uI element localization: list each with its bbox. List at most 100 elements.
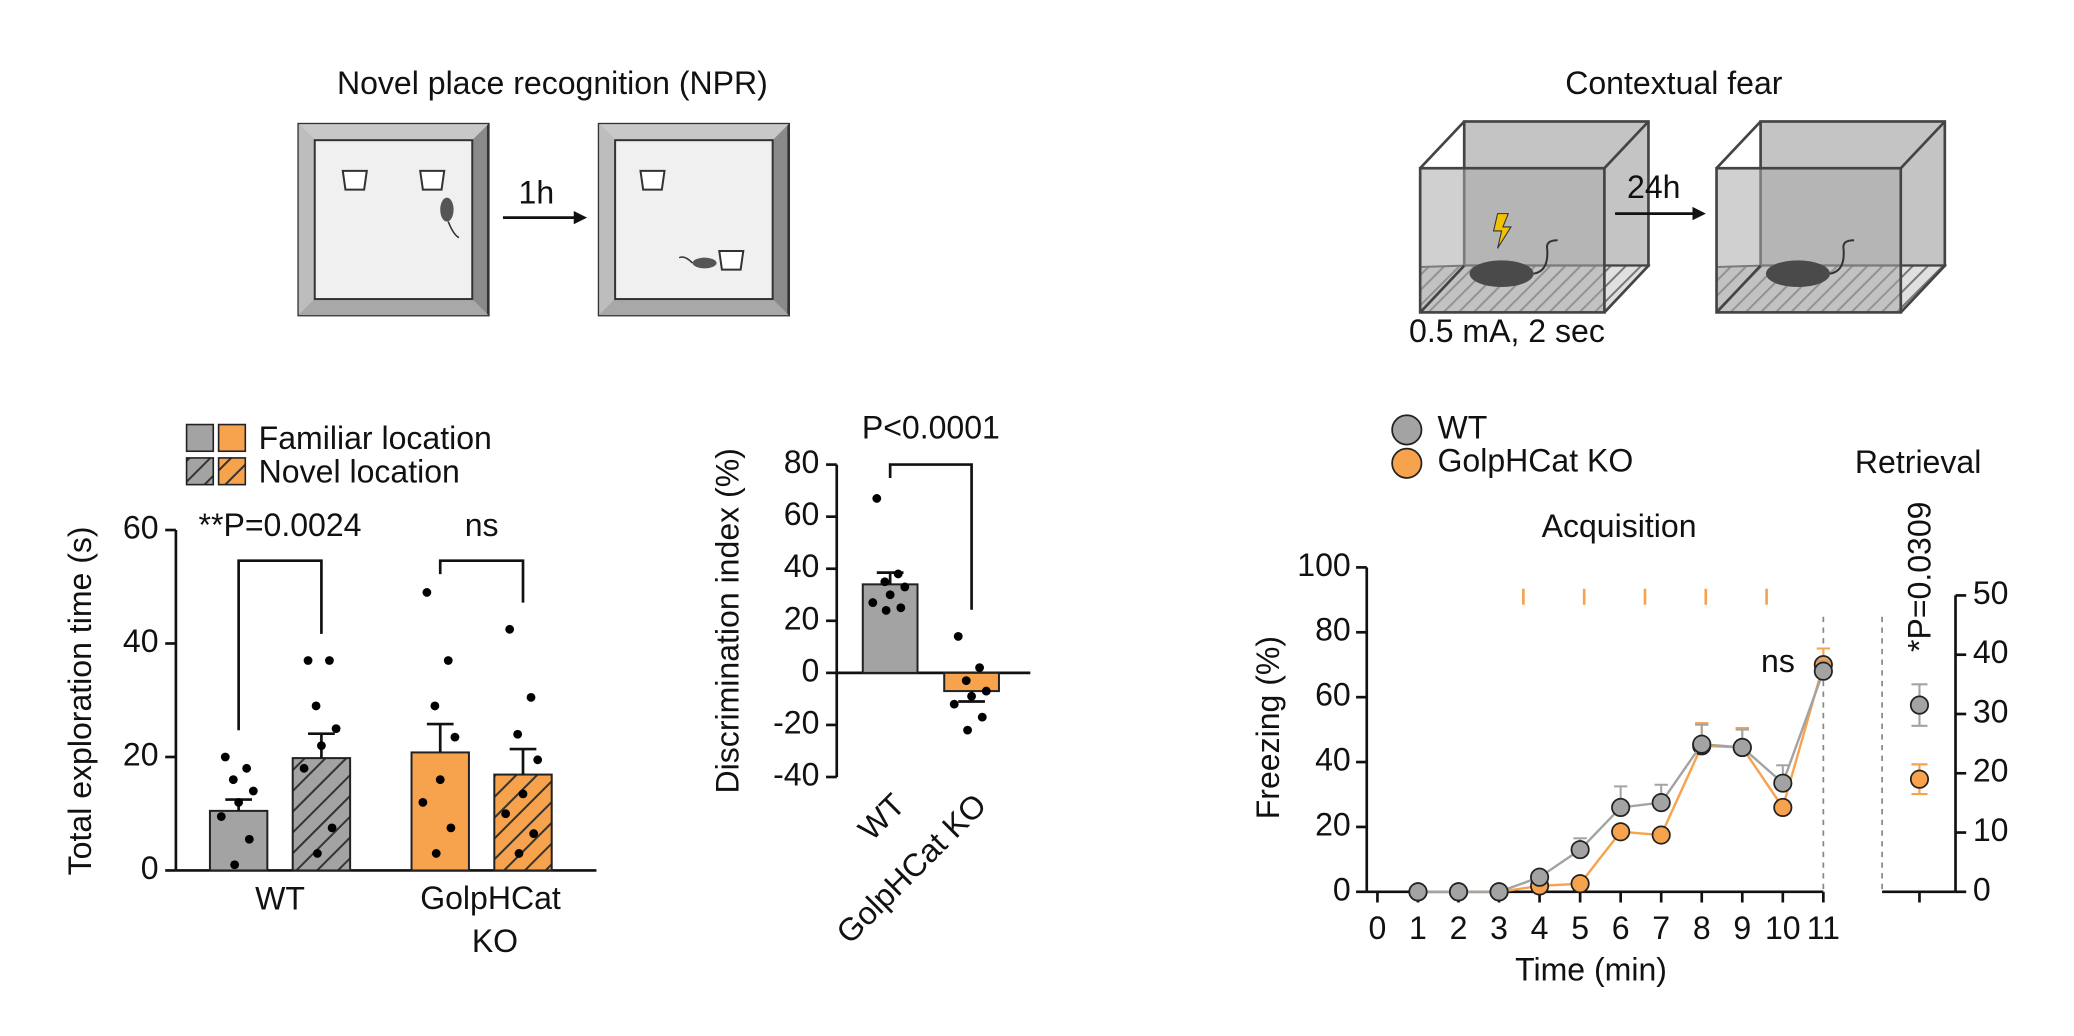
significance-label: ns (465, 507, 499, 543)
data-point (1611, 797, 1631, 818)
y-tick-label: 100 (1297, 547, 1350, 583)
data-point (331, 724, 341, 734)
arena-1 (297, 122, 490, 317)
y-axis-label: Freezing (%) (1250, 636, 1286, 819)
data-point (327, 823, 337, 833)
data-point (518, 789, 528, 799)
x-tick-label: 2 (1450, 910, 1468, 946)
data-point (1489, 882, 1509, 902)
data-point (896, 603, 906, 613)
data-point (1570, 874, 1590, 894)
x-tick-label: 0 (1369, 910, 1387, 946)
npr-interval: 1h (519, 174, 555, 210)
legend-marker (1391, 447, 1423, 479)
significance-bracket (888, 463, 973, 610)
x-tick-label: WT (851, 787, 912, 848)
y-tick-label: 20 (784, 600, 820, 636)
data-point (529, 829, 539, 838)
y-tick-label: 20 (1315, 806, 1351, 842)
x-tick-label: 7 (1652, 910, 1670, 946)
y-tick-label: 0 (802, 652, 820, 688)
x-tick-label: GolpHCat KO (829, 787, 993, 951)
data-point (1732, 737, 1752, 757)
data-point (1408, 882, 1428, 902)
y-axis-label: Total exploration time (s) (62, 526, 98, 875)
fear-diagram: Contextual fear 24h 0.5 mA, 2 (1409, 65, 1948, 349)
y-tick-label: 80 (1315, 612, 1351, 648)
x-tick-label: 6 (1612, 910, 1630, 946)
y-tick-label: 60 (784, 496, 820, 532)
data-point (1611, 822, 1631, 842)
data-point (1773, 797, 1793, 818)
data-point (967, 691, 976, 701)
data-point (242, 763, 252, 773)
y2-tick-label: 20 (1973, 753, 2009, 789)
data-point (533, 755, 543, 765)
series-line (1417, 670, 1825, 894)
data-point (446, 823, 456, 833)
data-point (977, 712, 987, 722)
data-point (501, 809, 511, 819)
data-point (949, 699, 959, 709)
data-point (317, 741, 326, 751)
y-tick-label: 0 (141, 850, 159, 886)
y-tick-label: -40 (773, 756, 819, 792)
x-tick-label: 9 (1733, 910, 1751, 946)
y2-tick-label: 30 (1973, 693, 2009, 729)
fear-interval: 24h (1627, 169, 1680, 205)
y-tick-label: 40 (1315, 742, 1351, 778)
y2-tick-label: 50 (1973, 575, 2009, 611)
data-point (228, 775, 238, 785)
x-tick-label: 8 (1693, 910, 1711, 946)
legend-label: Familiar location (259, 420, 492, 456)
data-point (431, 849, 441, 858)
y-tick-label: 0 (1333, 871, 1351, 907)
y-tick-label: 60 (123, 509, 159, 545)
cage-2 (1715, 120, 1948, 314)
data-point (234, 797, 244, 807)
data-point (220, 752, 230, 762)
data-point (435, 775, 445, 785)
data-point (514, 849, 524, 858)
data-point (443, 656, 453, 665)
fear-title: Contextual fear (1565, 65, 1783, 101)
data-point (299, 763, 309, 773)
panel-title: Acquisition (1542, 508, 1697, 544)
data-point (526, 692, 536, 702)
data-point (1692, 734, 1712, 754)
bar (493, 773, 553, 872)
data-point (900, 582, 910, 592)
bar (208, 809, 269, 872)
legend-label: Novel location (259, 453, 460, 489)
y-tick-label: 80 (784, 444, 820, 480)
data-point (230, 860, 240, 870)
significance-bracket (237, 559, 323, 731)
significance-bracket (438, 559, 525, 603)
series-line (1417, 664, 1825, 894)
x-tick-label: 5 (1571, 910, 1589, 946)
data-point (216, 812, 226, 821)
arena-2 (597, 122, 791, 317)
data-point (1448, 882, 1469, 902)
bar (943, 671, 1000, 693)
data-point (505, 624, 515, 634)
panel-title: Retrieval (1855, 444, 1981, 480)
data-point (1909, 695, 1930, 715)
y2-tick-label: 0 (1973, 871, 1991, 907)
data-point (1530, 867, 1550, 887)
data-point (1773, 773, 1793, 793)
data-point (872, 494, 882, 503)
significance-label: P<0.0001 (862, 409, 1000, 445)
x-tick-label: 1 (1409, 910, 1427, 946)
data-point (1651, 793, 1671, 813)
legend-swatch (185, 423, 215, 453)
x-tick-label: WT (255, 881, 305, 917)
data-point (893, 569, 903, 579)
legend-marker (1391, 414, 1423, 446)
data-point (244, 834, 254, 844)
x-tick-label: 10 (1765, 910, 1801, 946)
data-point (325, 656, 334, 665)
data-point (885, 590, 895, 600)
data-point (881, 605, 891, 615)
x-tick-label: 3 (1490, 910, 1508, 946)
